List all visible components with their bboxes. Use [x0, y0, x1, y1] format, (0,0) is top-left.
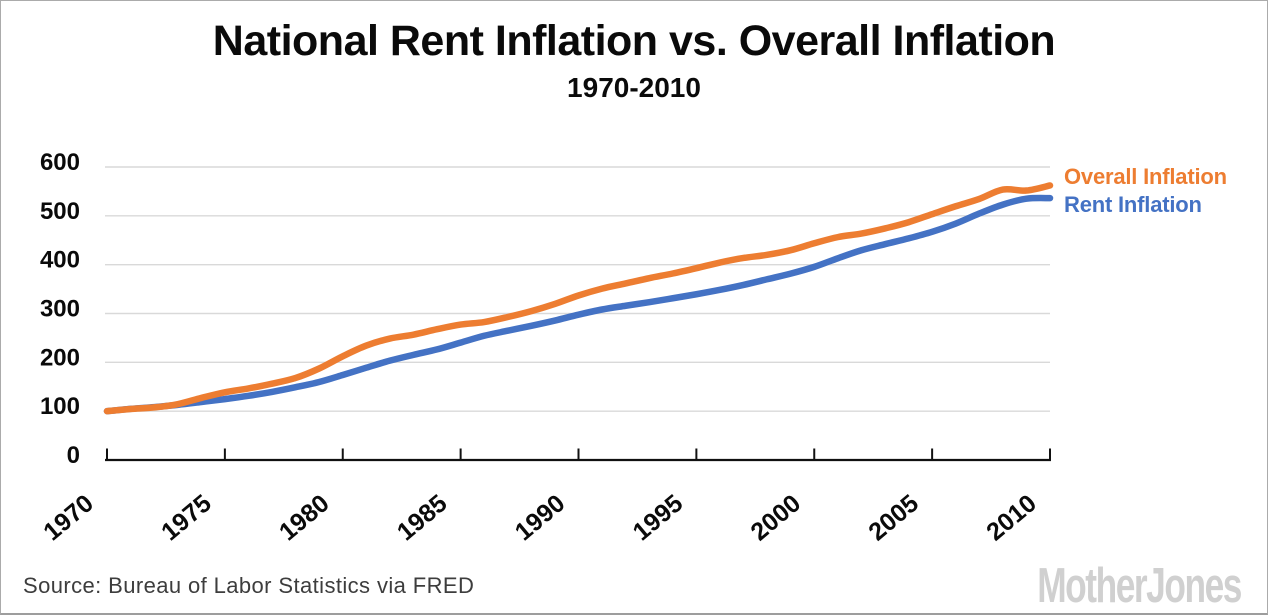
- y-axis-label-500: 500: [40, 198, 80, 225]
- x-axis-label-1985: 1985: [392, 489, 453, 546]
- source-credit: Source: Bureau of Labor Statistics via F…: [23, 573, 475, 598]
- mother-jones-logo: MotherJones: [1037, 559, 1242, 613]
- chart-title: National Rent Inflation vs. Overall Infl…: [212, 17, 1056, 65]
- overall-inflation-line: [103, 182, 1054, 415]
- y-axis-label-200: 200: [40, 344, 80, 371]
- line-chart-plot: 0 100 200 300 400 500 600 1970 1975 1980 1985 1990 1…: [38, 149, 1054, 546]
- legend-label-overall-inflation: Overall Inflation: [1064, 164, 1227, 189]
- legend-label-rent-inflation: Rent Inflation: [1064, 192, 1202, 217]
- x-axis-label-1975: 1975: [156, 489, 217, 546]
- x-axis-label-1980: 1980: [274, 489, 335, 546]
- rent-inflation-line: [103, 194, 1054, 415]
- y-axis-label-400: 400: [40, 247, 80, 274]
- y-axis-label-600: 600: [40, 149, 80, 176]
- y-axis-label-0: 0: [67, 442, 80, 469]
- x-axis-label-2000: 2000: [745, 489, 806, 546]
- x-axis-label-2005: 2005: [863, 489, 924, 546]
- x-axis-label-1970: 1970: [38, 489, 99, 546]
- x-axis-label-1990: 1990: [510, 489, 571, 546]
- x-axis-label-2010: 2010: [981, 489, 1042, 546]
- chart-subtitle: 1970-2010: [567, 72, 701, 103]
- chart-legend: Overall Inflation Rent Inflation: [1064, 163, 1227, 219]
- x-axis-label-1995: 1995: [628, 489, 689, 546]
- y-axis-label-100: 100: [40, 393, 80, 420]
- y-axis-label-300: 300: [40, 296, 80, 323]
